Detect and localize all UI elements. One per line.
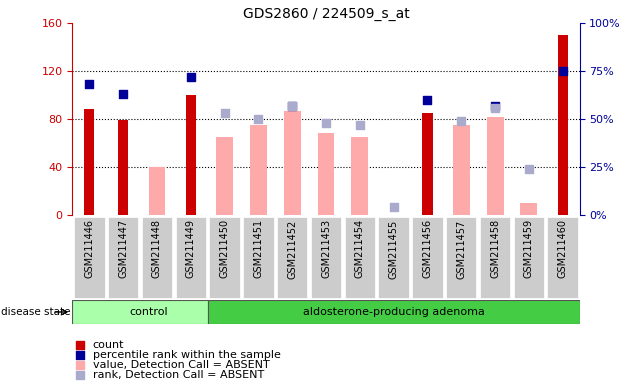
FancyBboxPatch shape [142, 217, 172, 298]
Title: GDS2860 / 224509_s_at: GDS2860 / 224509_s_at [243, 7, 410, 21]
Point [253, 116, 263, 122]
Text: disease state: disease state [1, 307, 70, 317]
Text: GSM211455: GSM211455 [389, 219, 399, 278]
Point [287, 103, 297, 109]
Text: GSM211456: GSM211456 [423, 219, 432, 278]
Text: GSM211449: GSM211449 [186, 219, 196, 278]
FancyBboxPatch shape [176, 217, 206, 298]
FancyBboxPatch shape [513, 217, 544, 298]
Bar [486, 117, 503, 215]
Text: GSM211453: GSM211453 [321, 219, 331, 278]
Bar [84, 109, 94, 215]
FancyBboxPatch shape [345, 217, 375, 298]
Point [75, 372, 85, 378]
Text: GSM211446: GSM211446 [84, 219, 94, 278]
Point [321, 120, 331, 126]
Text: value, Detection Call = ABSENT: value, Detection Call = ABSENT [93, 360, 270, 370]
Text: GSM211450: GSM211450 [220, 219, 229, 278]
FancyBboxPatch shape [243, 217, 273, 298]
Point [287, 103, 297, 109]
Bar [318, 134, 335, 215]
FancyBboxPatch shape [311, 217, 341, 298]
FancyBboxPatch shape [412, 217, 443, 298]
Text: GSM211457: GSM211457 [456, 219, 466, 278]
Text: GSM211451: GSM211451 [253, 219, 263, 278]
Bar [216, 137, 233, 215]
Bar [149, 167, 166, 215]
Point [118, 91, 129, 97]
Bar [118, 120, 129, 215]
Text: control: control [129, 307, 168, 317]
Point [490, 103, 500, 109]
Point [456, 118, 466, 124]
Bar [520, 203, 537, 215]
Bar [250, 125, 267, 215]
Bar [453, 125, 470, 215]
FancyBboxPatch shape [480, 217, 510, 298]
Bar [422, 113, 433, 215]
Text: rank, Detection Call = ABSENT: rank, Detection Call = ABSENT [93, 370, 264, 380]
Point [75, 362, 85, 368]
Text: GSM211459: GSM211459 [524, 219, 534, 278]
Point [220, 110, 230, 116]
Text: GSM211447: GSM211447 [118, 219, 128, 278]
Bar [284, 111, 301, 215]
FancyBboxPatch shape [209, 217, 240, 298]
Text: GSM211448: GSM211448 [152, 219, 162, 278]
Point [423, 97, 433, 103]
Point [389, 204, 399, 210]
Point [355, 122, 365, 128]
Text: GSM211452: GSM211452 [287, 219, 297, 278]
Point [524, 166, 534, 172]
FancyBboxPatch shape [108, 217, 139, 298]
Bar [352, 137, 369, 215]
Text: GSM211460: GSM211460 [558, 219, 568, 278]
Bar [186, 95, 196, 215]
FancyBboxPatch shape [446, 217, 476, 298]
Text: GSM211458: GSM211458 [490, 219, 500, 278]
Point [490, 104, 500, 111]
Text: percentile rank within the sample: percentile rank within the sample [93, 350, 280, 360]
FancyBboxPatch shape [72, 300, 208, 324]
FancyBboxPatch shape [277, 217, 307, 298]
Point [84, 81, 94, 88]
Text: GSM211454: GSM211454 [355, 219, 365, 278]
FancyBboxPatch shape [208, 300, 580, 324]
Point [558, 68, 568, 74]
Point [75, 342, 85, 348]
FancyBboxPatch shape [547, 217, 578, 298]
Text: count: count [93, 340, 124, 350]
Point [75, 352, 85, 358]
FancyBboxPatch shape [74, 217, 105, 298]
Point [186, 74, 196, 80]
Bar [558, 35, 568, 215]
Text: aldosterone-producing adenoma: aldosterone-producing adenoma [302, 307, 484, 317]
FancyBboxPatch shape [379, 217, 409, 298]
